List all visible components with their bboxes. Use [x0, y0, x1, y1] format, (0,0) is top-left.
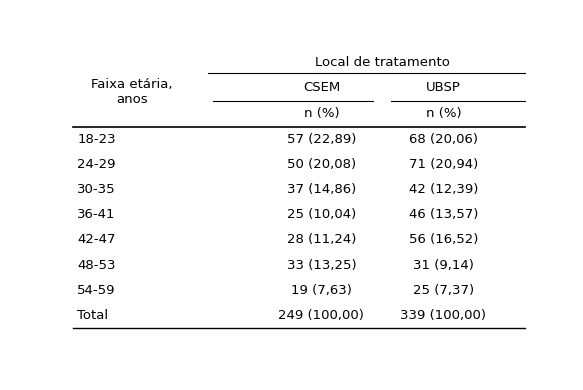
Text: 28 (11,24): 28 (11,24)	[287, 234, 356, 246]
Text: n (%): n (%)	[304, 107, 339, 120]
Text: 339 (100,00): 339 (100,00)	[401, 308, 486, 322]
Text: Local de tratamento: Local de tratamento	[315, 56, 450, 69]
Text: Total: Total	[78, 308, 108, 322]
Text: 56 (16,52): 56 (16,52)	[409, 234, 478, 246]
Text: CSEM: CSEM	[303, 81, 340, 94]
Text: 24-29: 24-29	[78, 158, 116, 172]
Text: 31 (9,14): 31 (9,14)	[413, 259, 474, 271]
Text: 71 (20,94): 71 (20,94)	[409, 158, 478, 172]
Text: UBSP: UBSP	[426, 81, 461, 94]
Text: 33 (13,25): 33 (13,25)	[287, 259, 356, 271]
Text: 57 (22,89): 57 (22,89)	[287, 133, 356, 146]
Text: 30-35: 30-35	[78, 183, 116, 197]
Text: 18-23: 18-23	[78, 133, 116, 146]
Text: 42 (12,39): 42 (12,39)	[409, 183, 478, 197]
Text: n (%): n (%)	[426, 107, 461, 120]
Text: 42-47: 42-47	[78, 234, 116, 246]
Text: 37 (14,86): 37 (14,86)	[287, 183, 356, 197]
Text: 19 (7,63): 19 (7,63)	[291, 284, 352, 296]
Text: 249 (100,00): 249 (100,00)	[279, 308, 364, 322]
Text: 36-41: 36-41	[78, 209, 116, 222]
Text: Faixa etária,
anos: Faixa etária, anos	[91, 78, 173, 106]
Text: 50 (20,08): 50 (20,08)	[287, 158, 356, 172]
Text: 68 (20,06): 68 (20,06)	[409, 133, 478, 146]
Text: 48-53: 48-53	[78, 259, 116, 271]
Text: 46 (13,57): 46 (13,57)	[409, 209, 478, 222]
Text: 25 (7,37): 25 (7,37)	[413, 284, 474, 296]
Text: 54-59: 54-59	[78, 284, 116, 296]
Text: 25 (10,04): 25 (10,04)	[287, 209, 356, 222]
